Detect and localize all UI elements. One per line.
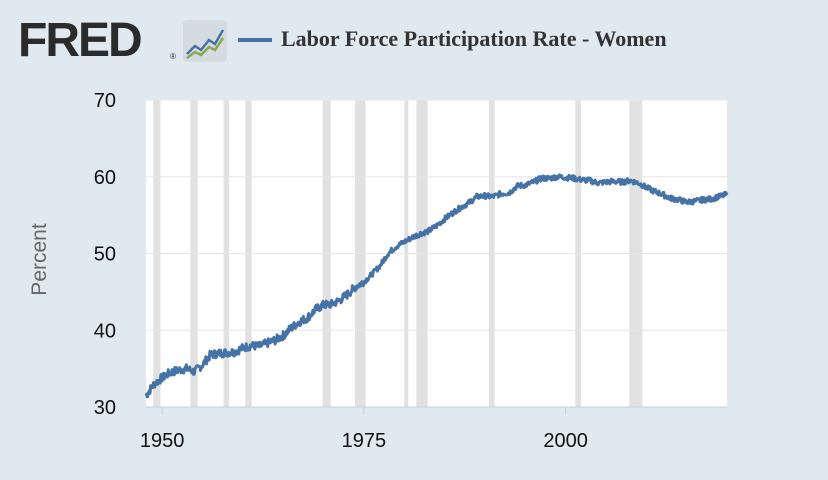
x-tick-label: 2000 — [543, 430, 588, 452]
x-tick-label: 1975 — [342, 430, 387, 452]
legend-swatch — [238, 38, 272, 42]
y-tick-label: 50 — [94, 244, 116, 266]
chart-title: Labor Force Participation Rate - Women — [281, 26, 667, 51]
registered-mark: ® — [170, 52, 176, 61]
series-layer — [144, 173, 729, 399]
series-line — [144, 173, 729, 399]
y-tick-label: 40 — [94, 320, 116, 342]
y-tick-label: 30 — [94, 397, 116, 419]
fred-logo[interactable]: FRED — [18, 14, 143, 67]
y-tick-label: 60 — [94, 167, 116, 189]
chart-header: FRED ® Labor Force Participation Rate - … — [0, 0, 828, 80]
line-chart-icon — [183, 20, 227, 62]
y-axis-label: Percent — [28, 223, 51, 296]
x-tick-label: 1950 — [140, 430, 185, 452]
gridlines — [146, 99, 727, 331]
y-tick-label: 70 — [94, 90, 116, 112]
axes: 30 40 50 60 70 1950 1975 2000 — [94, 90, 727, 452]
